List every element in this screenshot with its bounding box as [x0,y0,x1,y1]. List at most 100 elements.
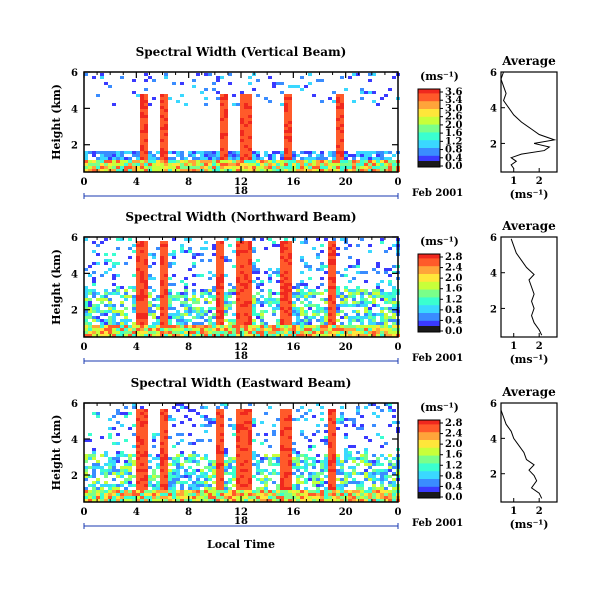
heatmap-cell [160,259,164,262]
heatmap-cell [132,304,136,307]
heatmap-cell [332,238,336,241]
heatmap-cell [100,331,104,334]
heatmap-cell [96,304,100,307]
heatmap-cell [340,490,344,493]
heatmap-cell [280,421,284,424]
heatmap-cell [224,325,228,328]
heatmap-cell [284,265,288,268]
heatmap-cell [140,94,144,97]
heatmap-cell [240,409,244,412]
heatmap-cell [176,325,180,328]
heatmap-cell [192,499,196,502]
heatmap-cell [284,484,288,487]
heatmap-cell [216,442,220,445]
heatmap-cell [292,163,296,166]
average-title: Average [501,54,556,68]
heatmap-cell [228,73,232,76]
heatmap-cell [100,496,104,499]
heatmap-cell [256,433,260,436]
heatmap-cell [236,256,240,259]
heatmap-cell [160,154,164,157]
heatmap-cell [388,484,392,487]
heatmap-cell [276,169,280,172]
heatmap-cell [288,166,292,169]
heatmap-cell [276,328,280,331]
heatmap-cell [244,331,248,334]
heatmap-cell [204,289,208,292]
heatmap-cell [124,295,128,298]
heatmap-cell [208,460,212,463]
heatmap-cell [296,307,300,310]
heatmap-cell [216,421,220,424]
heatmap-cell [224,484,228,487]
heatmap-cell [136,322,140,325]
heatmap-cell [136,457,140,460]
heatmap-cell [256,79,260,82]
heatmap-cell [200,253,204,256]
heatmap-cell [148,307,152,310]
heatmap-cell [144,304,148,307]
heatmap-cell [348,76,352,79]
heatmap-cell [284,121,288,124]
heatmap-cell [124,499,128,502]
heatmap-cell [144,295,148,298]
heatmap-cell [388,316,392,319]
heatmap-cell [216,466,220,469]
heatmap-cell [224,307,228,310]
heatmap-cell [212,88,216,91]
colorbar-tick-label: 0.4 [445,153,462,164]
heatmap-cell [216,412,220,415]
heatmap-cell [248,145,252,148]
heatmap-cell [116,313,120,316]
heatmap-cell [224,292,228,295]
heatmap-cell [284,415,288,418]
heatmap-cell [232,499,236,502]
heatmap-cell [316,460,320,463]
heatmap-cell [212,298,216,301]
heatmap-cell [292,448,296,451]
heatmap-cell [284,253,288,256]
heatmap-cell [92,328,96,331]
heatmap-cell [284,307,288,310]
heatmap-cell [236,322,240,325]
heatmap-cell [292,457,296,460]
heatmap-cell [256,277,260,280]
heatmap-cell [160,412,164,415]
heatmap-cell [224,406,228,409]
heatmap-cell [332,463,336,466]
colorbar-swatch [418,151,440,154]
heatmap-cell [116,169,120,172]
heatmap-cell [200,151,204,154]
heatmap-cell [120,496,124,499]
heatmap-cell [168,328,172,331]
heatmap-cell [128,238,132,241]
heatmap-cell [380,166,384,169]
heatmap-cell [372,493,376,496]
heatmap-cell [324,328,328,331]
heatmap-cell [344,328,348,331]
heatmap-cell [136,496,140,499]
heatmap-cells [84,238,400,337]
heatmap-cell [364,292,368,295]
colorbar-swatch [418,316,440,319]
heatmap-cell [220,292,224,295]
heatmap-cell [204,499,208,502]
heatmap-cell [288,466,292,469]
heatmap-cell [248,103,252,106]
heatmap-cell [360,154,364,157]
heatmap-cell [292,451,296,454]
heatmap-cell [200,457,204,460]
heatmap-cell [140,301,144,304]
heatmap-cell [136,421,140,424]
heatmap-cell [204,334,208,337]
heatmap-cell [360,271,364,274]
heatmap-cell [176,316,180,319]
heatmap-cell [280,316,284,319]
heatmap-cell [240,442,244,445]
heatmap-cell [156,484,160,487]
heatmap-cell [140,415,144,418]
heatmap-cell [208,310,212,313]
heatmap-cell [380,499,384,502]
heatmap-cell [304,298,308,301]
